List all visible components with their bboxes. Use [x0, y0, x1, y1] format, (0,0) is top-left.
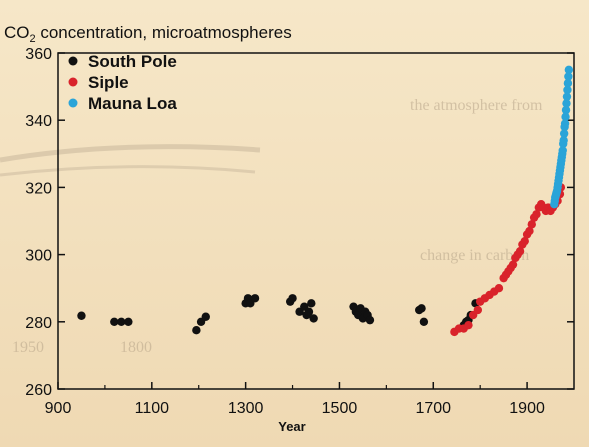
x-tick-label: 1100: [135, 400, 170, 417]
point-mauna-loa: [559, 129, 569, 138]
point-mauna-loa: [563, 79, 573, 88]
y-tick-label: 320: [25, 180, 52, 197]
point-south-pole: [110, 317, 119, 326]
y-tick-label: 360: [25, 46, 52, 63]
x-axis-label: Year: [278, 419, 305, 434]
point-siple: [520, 236, 529, 246]
point-south-pole: [288, 294, 297, 303]
svg-text:1950: 1950: [12, 339, 44, 356]
point-siple: [508, 260, 518, 269]
data-points: [77, 65, 574, 337]
point-siple: [464, 320, 473, 330]
point-mauna-loa: [564, 65, 574, 75]
point-south-pole: [117, 317, 126, 326]
svg-text:1800: 1800: [120, 339, 152, 356]
point-mauna-loa: [560, 119, 570, 128]
y-tick-label: 340: [25, 113, 52, 130]
point-south-pole: [365, 315, 375, 325]
point-mauna-loa: [558, 146, 567, 155]
point-mauna-loa: [563, 85, 572, 95]
svg-text:change in carbon: change in carbon: [420, 247, 529, 264]
point-south-pole: [304, 307, 314, 316]
background-bleed-through: 1800 1950 the atmosphere from change in …: [0, 97, 543, 356]
point-south-pole: [417, 304, 426, 313]
x-axis: 900 1100 1300 1500 1700 1900: [45, 382, 545, 417]
legend-marker-south-pole: [68, 56, 78, 66]
point-siple: [532, 210, 541, 219]
chart-title: CO2 concentration, microatmospheres: [4, 23, 292, 45]
x-tick-label: 1900: [509, 400, 545, 417]
x-tick-label: 1700: [415, 400, 451, 417]
point-south-pole: [124, 317, 133, 326]
point-mauna-loa: [561, 105, 571, 115]
point-mauna-loa: [562, 92, 572, 101]
point-siple: [525, 226, 534, 236]
y-tick-label: 280: [25, 315, 52, 332]
point-south-pole: [419, 317, 429, 326]
y-tick-label: 300: [25, 248, 52, 265]
x-tick-label: 1300: [228, 400, 264, 417]
legend: South Pole Siple Mauna Loa: [68, 52, 177, 113]
point-south-pole: [309, 314, 318, 323]
x-tick-label: 900: [45, 400, 72, 417]
point-siple: [527, 220, 536, 229]
y-axis: 260 280 300 320 340 360: [25, 46, 574, 399]
legend-label-siple: Siple: [88, 73, 129, 92]
title-subscript: 2: [30, 33, 36, 45]
legend-marker-mauna-loa: [68, 98, 78, 108]
plot-frame: [57, 52, 575, 390]
point-mauna-loa: [562, 99, 571, 108]
point-south-pole: [307, 299, 316, 308]
svg-text:the atmosphere from: the atmosphere from: [410, 97, 543, 114]
point-south-pole: [192, 326, 201, 335]
point-mauna-loa: [559, 136, 568, 145]
legend-label-south-pole: South Pole: [88, 52, 177, 71]
point-south-pole: [201, 312, 210, 321]
point-mauna-loa: [561, 112, 570, 122]
legend-marker-siple: [68, 77, 78, 87]
point-siple: [515, 247, 525, 256]
point-siple: [494, 284, 504, 293]
point-south-pole: [77, 311, 86, 320]
point-mauna-loa: [564, 72, 573, 81]
legend-label-mauna-loa: Mauna Loa: [88, 94, 177, 113]
point-siple: [473, 305, 483, 315]
x-tick-label: 1500: [322, 400, 358, 417]
y-tick-label: 260: [25, 382, 52, 399]
point-south-pole: [250, 294, 260, 303]
